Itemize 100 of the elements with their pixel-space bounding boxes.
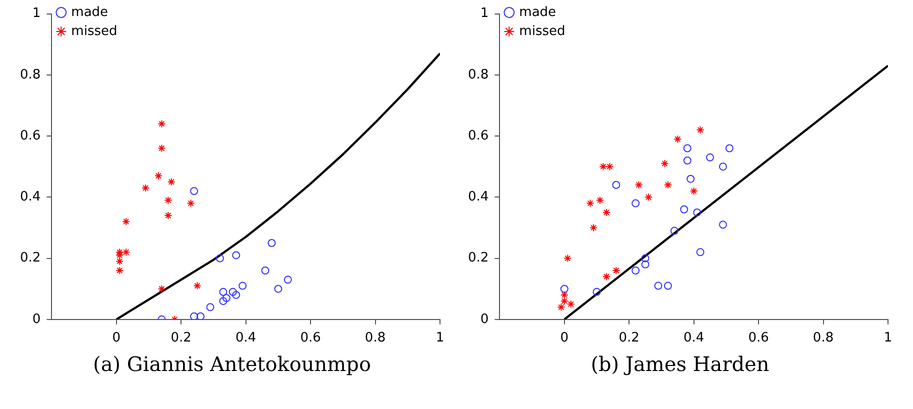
point [158,144,166,152]
point [219,297,228,306]
x-tick-label: 0.6 [748,330,769,346]
point [683,156,692,164]
point [164,211,172,220]
point [674,135,682,144]
point [606,162,614,171]
point [566,300,575,308]
point [560,290,568,299]
y-tick-label: 0.4 [20,190,41,205]
point [557,303,566,312]
point [122,218,130,226]
y-tick-label: 0.6 [468,128,489,144]
point [190,312,198,320]
point [586,199,594,208]
y-tick-label: 0.8 [20,67,41,82]
y-tick-label: 1 [480,6,489,22]
point [592,288,601,296]
point [284,276,292,284]
point [564,254,572,262]
y-tick-label: 0.2 [20,250,41,266]
x-tick-label: 0.4 [683,330,704,346]
point [560,297,568,306]
x-tick-label: 0.6 [300,330,321,346]
point [158,284,166,293]
x-tick-label: 0.8 [364,330,386,346]
point [670,226,678,235]
x-tick-label: 0 [560,330,569,346]
y-tick-label: 0 [32,312,41,327]
point [683,144,692,152]
point [274,284,282,293]
x-tick-label: 1 [884,330,892,346]
point [696,126,704,134]
point [664,180,672,189]
point [216,254,224,262]
point [725,144,734,152]
point [186,199,195,208]
point [154,172,162,180]
point [190,187,198,196]
text: (a) Giannis Antetokounmpo [92,352,372,376]
point [706,153,714,162]
point [654,282,662,290]
point [164,196,172,204]
point [193,282,202,290]
y-tick-label: 0.6 [20,128,41,144]
point [599,162,608,171]
point [644,193,653,202]
legend-label: made [519,4,556,20]
x-tick-label: 0.2 [170,330,192,346]
y-tick-label: 1 [32,6,41,22]
point [686,174,695,183]
legend-label: missed [71,24,118,39]
y-tick-label: 0.2 [468,250,489,266]
point [238,282,247,290]
point [602,208,610,216]
point [632,199,640,208]
point [232,290,240,299]
point [560,284,568,293]
x-tick-label: 0.4 [235,330,256,346]
point [641,254,650,262]
x-tick-label: 0.2 [618,330,640,346]
point [690,187,698,196]
point [632,266,640,275]
legend-label: missed [519,24,566,39]
point [602,272,610,281]
point [641,260,650,268]
point [664,282,672,290]
point [596,196,604,204]
point [116,266,124,275]
y-tick-label: 0 [480,312,489,327]
point [718,220,727,229]
point [268,239,276,247]
point [228,288,237,296]
point [206,303,214,312]
point [718,162,727,171]
point [222,294,230,302]
text: (b) James Harden [590,352,770,376]
x-tick-label: 0 [112,330,121,346]
x-tick-label: 1 [436,330,444,346]
y-tick-label: 0.4 [468,190,489,205]
point [590,224,598,232]
point [261,266,270,275]
point [634,180,643,189]
point [167,178,176,186]
point [693,208,702,216]
point [612,180,620,189]
point [196,312,205,320]
point [612,266,620,275]
point [142,184,150,192]
legend-label: made [71,4,108,20]
point [660,160,669,168]
point [232,251,240,260]
point [696,248,704,256]
point [122,248,130,256]
y-tick-label: 0.8 [468,67,489,82]
point [680,205,688,214]
point [116,257,124,266]
point [158,120,166,128]
point [219,288,228,296]
x-tick-label: 0.8 [812,330,834,346]
